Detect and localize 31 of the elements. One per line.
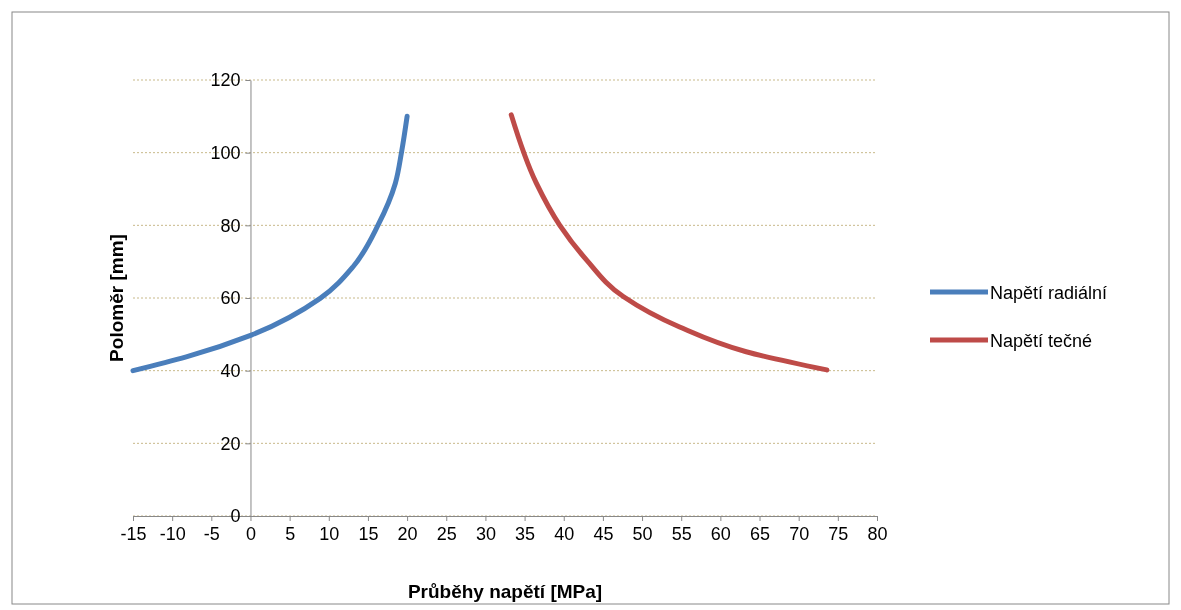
x-tick-label: 0 [245,524,256,545]
y-tick-label: 20 [220,433,241,454]
x-tick-label: 65 [750,524,771,545]
y-tick-label: 80 [220,215,241,236]
y-axis-title: Poloměr [mm] [106,234,127,362]
y-tick-label: 120 [210,70,241,91]
x-tick-label: 80 [867,524,888,545]
x-tick-label: -15 [120,524,147,545]
x-tick-label: 40 [554,524,575,545]
x-tick-label: 20 [397,524,418,545]
x-tick-label: 5 [285,524,296,545]
y-tick-label: 100 [210,142,241,163]
x-tick-label: 55 [671,524,692,545]
x-tick-label: 35 [515,524,536,545]
x-axis-title: Průběhy napětí [MPa] [407,581,603,602]
legend-label: Napětí tečné [990,331,1093,351]
x-tick-label: 60 [710,524,731,545]
x-tick-label: 75 [828,524,849,545]
x-tick-label: 15 [358,524,379,545]
x-tick-label: 25 [436,524,457,545]
y-tick-label: 0 [230,506,241,527]
x-tick-label: -5 [203,524,220,545]
x-tick-label: 70 [789,524,810,545]
legend-label: Napětí radiální [990,283,1108,303]
x-tick-label: 10 [319,524,340,545]
y-tick-label: 60 [220,288,241,309]
x-tick-label: 45 [593,524,614,545]
y-tick-label: 40 [220,360,241,381]
x-tick-label: 30 [475,524,496,545]
x-tick-label: 50 [632,524,653,545]
x-tick-label: -10 [159,524,186,545]
